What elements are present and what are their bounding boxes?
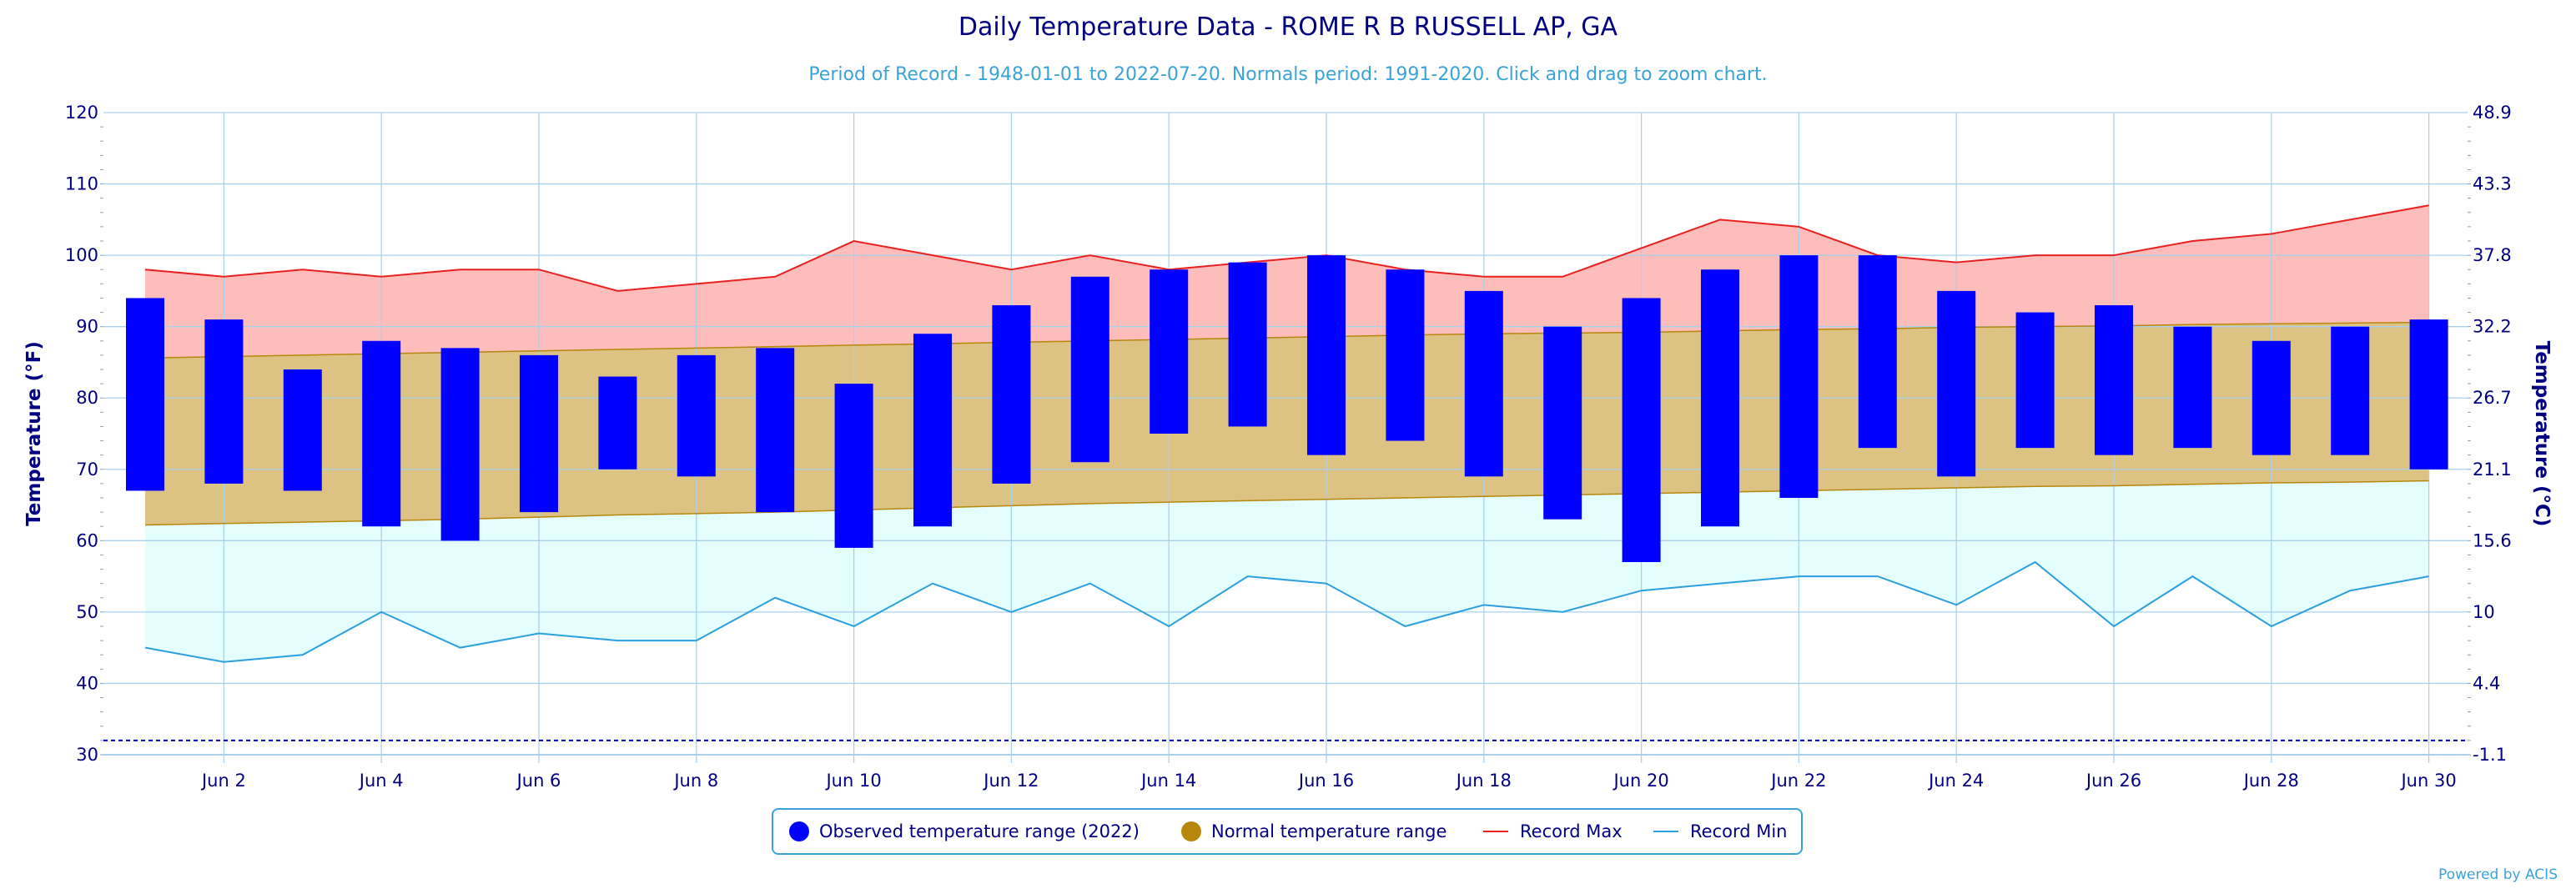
- legend-box: [772, 808, 1803, 855]
- x-tick-label: Jun 18: [1455, 771, 1512, 791]
- axes: 30 -1.1 40 4.4 50 10 60 15.6 70 21.1 80 26.7 90 32.2 1…: [65, 103, 2512, 791]
- y-tick-label-left: 80: [76, 388, 98, 408]
- observed-bar: [1622, 298, 1661, 562]
- observed-bars: [126, 255, 2448, 562]
- observed-bar: [1386, 269, 1425, 441]
- record-min-band: [145, 480, 2429, 662]
- x-tick-label: Jun 16: [1297, 771, 1354, 791]
- observed-bar: [1543, 326, 1582, 520]
- observed-bar: [834, 384, 873, 548]
- observed-bar: [2251, 340, 2291, 455]
- normal-range-band: [145, 322, 2429, 525]
- observed-bar: [1307, 255, 1346, 455]
- legend-record-min-label: Record Min: [1690, 821, 1788, 841]
- y-tick-label-left: 30: [76, 745, 98, 765]
- y-tick-label-left: 70: [76, 460, 98, 480]
- observed-bar: [2173, 326, 2212, 449]
- observed-bar: [598, 376, 637, 470]
- observed-bar: [362, 340, 401, 527]
- observed-bar: [126, 298, 164, 491]
- x-tick-label: Jun 28: [2242, 771, 2299, 791]
- x-tick-label: Jun 4: [358, 771, 404, 791]
- y-tick-label-right: 43.3: [2473, 174, 2512, 194]
- legend-normal-label: Normal temperature range: [1211, 821, 1446, 841]
- x-tick-label: Jun 30: [2399, 771, 2456, 791]
- record-max-line: [144, 204, 2429, 292]
- y-tick-label-right: 37.8: [2473, 245, 2512, 265]
- x-tick-label: Jun 14: [1140, 771, 1196, 791]
- y-tick-label-left: 100: [65, 245, 98, 265]
- y-tick-label-left: 50: [76, 602, 98, 622]
- credit-link[interactable]: Powered by ACIS: [2438, 866, 2558, 883]
- observed-bar: [992, 305, 1031, 484]
- y-tick-label-right: 10: [2473, 602, 2495, 622]
- observed-bar: [1228, 262, 1267, 427]
- x-tick-label: Jun 6: [516, 771, 561, 791]
- observed-bar: [1779, 255, 1819, 498]
- y-tick-label-left: 120: [65, 103, 98, 123]
- y-tick-label-right: 15.6: [2473, 530, 2512, 550]
- x-tick-label: Jun 2: [200, 771, 246, 791]
- legend-item-record-min[interactable]: Record Min: [1653, 821, 1788, 841]
- chart-title: Daily Temperature Data - ROME R B RUSSEL…: [958, 13, 1618, 42]
- x-tick-label: Jun 24: [1927, 771, 1984, 791]
- y-axis-title-right: Temperature (°C): [2531, 341, 2553, 527]
- observed-bar: [2331, 326, 2370, 455]
- x-tick-label: Jun 20: [1612, 771, 1668, 791]
- record-max-band: [145, 205, 2429, 359]
- y-tick-label-right: 21.1: [2473, 460, 2512, 480]
- y-tick-label-left: 60: [76, 530, 98, 550]
- observed-bar: [1070, 276, 1109, 463]
- x-tick-label: Jun 26: [2085, 771, 2141, 791]
- x-tick-label: Jun 22: [1769, 771, 1826, 791]
- y-tick-label-left: 90: [76, 317, 98, 337]
- legend-normal-marker: [1181, 821, 1201, 841]
- observed-bar: [520, 354, 558, 513]
- observed-bar: [440, 348, 480, 541]
- observed-bar: [1464, 290, 1503, 477]
- observed-bar: [1701, 269, 1739, 527]
- y-axis-title-left: Temperature (°F): [23, 341, 45, 526]
- x-tick-label: Jun 10: [824, 771, 881, 791]
- observed-bar: [913, 334, 952, 527]
- legend[interactable]: Observed temperature range (2022) Normal…: [772, 808, 1803, 855]
- observed-bar: [1150, 269, 1189, 434]
- legend-observed-label: Observed temperature range (2022): [819, 821, 1140, 841]
- area-bands: [145, 205, 2429, 662]
- legend-observed-marker: [789, 821, 809, 841]
- record-min-line: [144, 560, 2429, 663]
- y-tick-label-right: 48.9: [2473, 103, 2512, 123]
- x-tick-label: Jun 8: [672, 771, 718, 791]
- x-tick-label: Jun 12: [982, 771, 1039, 791]
- legend-item-normal[interactable]: Normal temperature range: [1181, 821, 1446, 841]
- y-tick-label-left: 40: [76, 673, 98, 693]
- observed-bar: [2409, 319, 2448, 470]
- observed-bar: [756, 348, 795, 513]
- y-tick-label-left: 110: [65, 174, 98, 194]
- observed-bar: [1937, 290, 1976, 477]
- y-tick-label-right: -1.1: [2473, 745, 2507, 765]
- observed-bar: [677, 354, 716, 477]
- observed-bar: [204, 319, 244, 484]
- legend-item-observed[interactable]: Observed temperature range (2022): [789, 821, 1140, 841]
- y-tick-label-right: 32.2: [2473, 317, 2512, 337]
- chart-subtitle: Period of Record - 1948-01-01 to 2022-07…: [808, 64, 1767, 85]
- y-tick-label-right: 4.4: [2473, 673, 2500, 693]
- observed-bar: [283, 369, 322, 491]
- normal-low-line: [144, 480, 2429, 526]
- observed-bar: [2095, 305, 2133, 455]
- observed-bar: [2015, 312, 2055, 449]
- legend-record-max-label: Record Max: [1520, 821, 1623, 841]
- observed-bar: [1858, 255, 1897, 449]
- legend-item-record-max[interactable]: Record Max: [1483, 821, 1623, 841]
- y-tick-label-right: 26.7: [2473, 388, 2512, 408]
